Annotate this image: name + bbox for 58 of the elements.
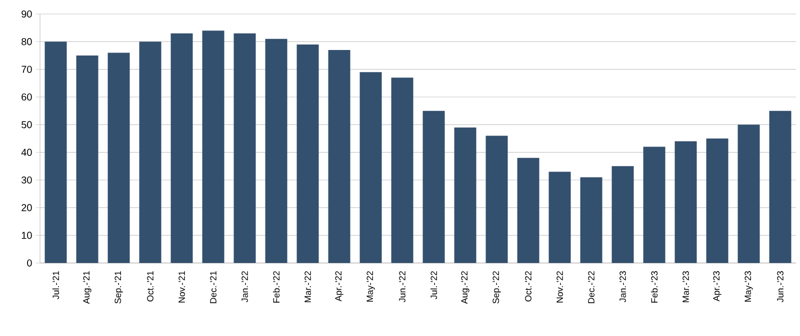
x-tick-label: Oct.-'21 <box>147 271 154 302</box>
x-tick-label: Jul.-'21 <box>52 271 60 300</box>
x-tick-label: May-'22 <box>366 271 375 302</box>
bar <box>76 56 98 263</box>
x-tick-label: Dec.-'21 <box>210 271 216 304</box>
y-tick-label: 80 <box>22 38 32 46</box>
y-tick-label: 30 <box>22 176 32 184</box>
bar <box>548 172 571 263</box>
x-tick-label: Oct.-'22 <box>525 271 532 302</box>
bar <box>170 33 193 263</box>
x-tick-label: Mar.-'23 <box>682 271 689 302</box>
x-tick-label: May-'23 <box>744 271 753 302</box>
bar <box>139 42 162 263</box>
x-tick-label: Jun.-'23 <box>777 271 784 302</box>
bar <box>643 146 666 263</box>
bar <box>674 141 697 263</box>
x-tick-label: Jan.-'23 <box>620 271 626 302</box>
bar <box>517 158 540 263</box>
bar <box>265 38 288 263</box>
bar <box>769 110 792 263</box>
y-tick-label: 10 <box>22 232 32 239</box>
x-tick-label: Sep.-'21 <box>114 271 123 304</box>
x-tick-label: Mar.-'22 <box>304 271 311 302</box>
bar <box>234 33 256 263</box>
bar <box>108 52 130 263</box>
x-tick-label: Apr.-'23 <box>713 271 722 302</box>
x-tick-label: Nov.-'21 <box>178 271 185 302</box>
bar <box>580 177 602 263</box>
x-tick-label: Feb.-'23 <box>650 271 658 303</box>
bar <box>360 72 382 263</box>
x-tick-label: Jul.-'22 <box>430 271 438 300</box>
bar <box>612 166 634 263</box>
y-tick-label: 40 <box>21 148 32 156</box>
x-tick-label: Dec.-'22 <box>588 271 594 304</box>
bar <box>328 50 350 263</box>
y-tick-label: 50 <box>22 121 32 128</box>
x-tick-label: Nov.-'22 <box>556 271 563 302</box>
x-tick-label: Aug.-'21 <box>83 271 92 304</box>
bar <box>454 127 476 263</box>
bar <box>706 138 728 263</box>
bar <box>296 44 319 263</box>
bar <box>486 136 508 263</box>
x-tick-label: Sep.-'22 <box>492 271 501 304</box>
y-tick-label: 0 <box>27 259 32 267</box>
x-tick-label: Feb.-'22 <box>272 271 280 303</box>
bar <box>391 78 414 263</box>
y-tick-label: 60 <box>22 93 32 101</box>
y-tick-label: 70 <box>22 66 32 73</box>
bar <box>422 110 445 263</box>
y-tick-label: 90 <box>22 10 32 18</box>
x-tick-label: Jun.-'22 <box>399 271 406 302</box>
bar <box>202 30 224 263</box>
y-tick-label: 20 <box>22 204 32 212</box>
x-tick-label: Aug.-'22 <box>461 271 470 304</box>
x-tick-label: Jan.-'22 <box>242 271 248 302</box>
bar <box>44 42 67 263</box>
x-tick-label: Apr.-'22 <box>335 271 344 302</box>
bar <box>738 124 760 263</box>
